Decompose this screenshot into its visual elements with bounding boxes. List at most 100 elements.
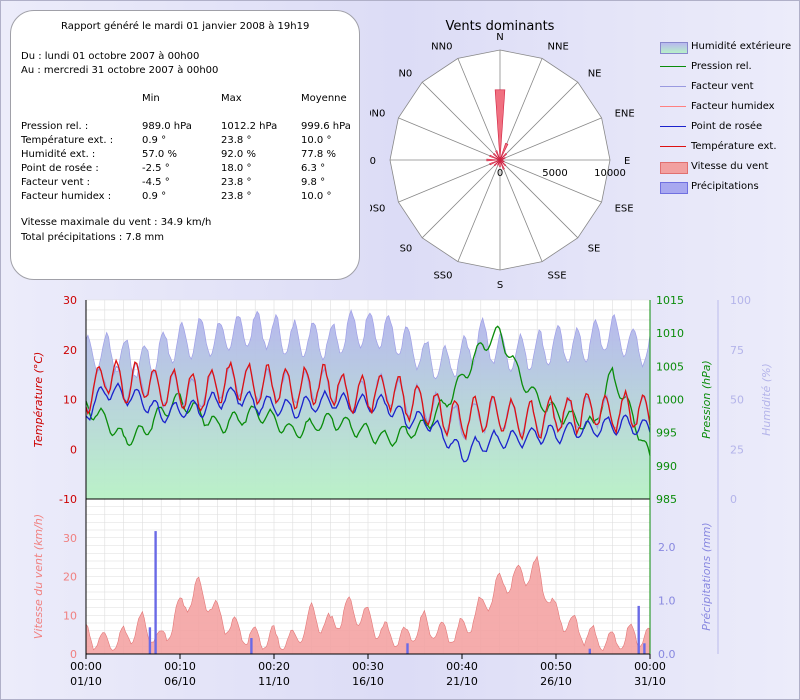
- series-vitesse-du-vent: [85, 555, 651, 655]
- rose-dir-0n0: 0N0: [370, 109, 385, 120]
- legend-label: Vitesse du vent: [691, 161, 769, 172]
- series-point-de-rosee: [85, 382, 651, 463]
- temp-tick-0: -10: [59, 493, 77, 506]
- temp-tick-3: 20: [63, 344, 77, 357]
- wind-rose-labels: N NNE NE ENE E ESE SE SSE S SS0 S0 0S0 0 0N0 N0 NN0 0 500…: [370, 32, 635, 291]
- rain-bar-4: [588, 648, 591, 654]
- rose-dir-0: 0: [370, 156, 376, 167]
- rain-bar-1: [148, 627, 152, 654]
- humidity-tick-2: 50: [730, 394, 744, 407]
- rain-bar-6: [643, 643, 646, 654]
- col-avg-header: Moyenne: [301, 93, 347, 104]
- legend-item-vitesse-du-vent: Vitesse du vent: [660, 160, 800, 174]
- rose-dir-n0: N0: [398, 68, 412, 79]
- rose-dir-se: SE: [588, 244, 601, 255]
- rose-value-ne: [499, 152, 508, 161]
- rain-bar-5: [637, 605, 640, 654]
- series-pression-rel: [85, 325, 651, 456]
- rose-value-ene: [499, 157, 506, 161]
- rose-dir-ene: ENE: [615, 109, 635, 120]
- rose-value-n: [494, 89, 506, 161]
- wind-tick-0: 0: [70, 648, 77, 661]
- report-row-1-min: 0.9 °: [142, 135, 167, 146]
- report-row-2-label: Humidité ext. :: [21, 149, 96, 160]
- pressure-tick-2: 995: [656, 427, 677, 440]
- humidity-tick-1: 25: [730, 443, 744, 456]
- legend-label: Température ext.: [691, 141, 777, 152]
- rose-dir-nne: NNE: [548, 41, 569, 52]
- rose-value-0: [486, 158, 501, 162]
- rose-dir-n: N: [496, 32, 503, 43]
- wind-rose-title: Vents dominants: [446, 19, 555, 34]
- legend-label: Pression rel.: [691, 61, 752, 72]
- legend-swatch: [660, 162, 688, 174]
- legend-swatch: [660, 106, 686, 107]
- report-row-2-avg: 77.8 %: [301, 149, 336, 160]
- rose-spoke-2: [499, 81, 579, 161]
- rose-value-s0: [493, 159, 501, 167]
- rose-value-nn0: [495, 150, 501, 161]
- rose-spoke-5: [499, 159, 602, 203]
- legend-swatch: [660, 182, 688, 194]
- report-row-3-avg: 6.3 °: [301, 163, 326, 174]
- weather-chart: -100102030985990995100010051010101502550…: [32, 294, 773, 688]
- rain-axis-title: Précipitations (mm): [700, 522, 713, 630]
- report-row-0-avg: 999.6 hPa: [301, 121, 351, 132]
- legend-label: Précipitations: [691, 181, 759, 192]
- x-tick-date-5: 26/10: [540, 675, 572, 688]
- rain-tick-1: 1.0: [658, 595, 676, 608]
- report-panel: Rapport généré le mardi 01 janvier 2008 …: [10, 10, 360, 280]
- legend-item-temperature-ext: Température ext.: [660, 140, 800, 154]
- temp-tick-2: 10: [63, 394, 77, 407]
- wind-tick-2: 20: [63, 571, 77, 584]
- rose-dir-s: S: [497, 280, 503, 291]
- pressure-tick-6: 1015: [656, 294, 684, 307]
- report-row-4-min: -4.5 °: [142, 177, 170, 188]
- rose-value-n0: [492, 152, 501, 161]
- legend-swatch: [660, 146, 686, 147]
- rose-spoke-6: [499, 159, 579, 239]
- pressure-tick-1: 990: [656, 460, 677, 473]
- humidity-tick-0: 0: [730, 493, 737, 506]
- rain-bar-2: [250, 638, 253, 654]
- report-row-4-avg: 9.8 °: [301, 177, 326, 188]
- x-tick-date-1: 06/10: [164, 675, 196, 688]
- x-tick-date-0: 01/10: [70, 675, 102, 688]
- legend-label: Facteur humidex: [691, 101, 775, 112]
- x-tick-date-4: 21/10: [446, 675, 478, 688]
- report-row-1-label: Température ext. :: [21, 135, 114, 146]
- report-row-2-min: 57.0 %: [142, 149, 177, 160]
- rose-value-ss0: [497, 159, 501, 166]
- rose-dir-nn0: NN0: [431, 41, 452, 52]
- report-row-3-max: 18.0 °: [221, 163, 252, 174]
- wind-tick-3: 30: [63, 532, 77, 545]
- rose-spoke-13: [398, 117, 501, 161]
- rose-value-sse: [499, 159, 505, 170]
- temp-tick-4: 30: [63, 294, 77, 307]
- x-tick-time-4: 00:40: [446, 660, 478, 673]
- report-row-0-min: 989.0 hPa: [142, 121, 192, 132]
- rose-dir-ne: NE: [588, 68, 602, 79]
- legend-item-pression-rel: Pression rel.: [660, 60, 800, 74]
- wind-tick-1: 10: [63, 609, 77, 622]
- rose-value-nne: [499, 142, 509, 161]
- humidity-tick-4: 100: [730, 294, 751, 307]
- legend-item-precipitations: Précipitations: [660, 180, 800, 194]
- legend-item-facteur-humidex: Facteur humidex: [660, 100, 800, 114]
- x-tick-date-3: 16/10: [352, 675, 384, 688]
- x-tick-time-2: 00:20: [258, 660, 290, 673]
- legend-swatch: [660, 42, 688, 54]
- report-row-0-max: 1012.2 hPa: [221, 121, 278, 132]
- legend-item-humidite-exterieure: Humidité extérieure: [660, 40, 800, 54]
- legend-label: Facteur vent: [691, 81, 754, 92]
- report-to: Au : mercredi 31 octobre 2007 à 00h00: [21, 65, 219, 76]
- report-row-0-label: Pression rel. :: [21, 121, 89, 132]
- legend-item-facteur-vent: Facteur vent: [660, 80, 800, 94]
- rose-tick-0: 0: [497, 168, 503, 179]
- report-row-4-label: Facteur vent :: [21, 177, 91, 188]
- report-row-5-label: Facteur humidex :: [21, 191, 112, 202]
- rose-tick-2: 10000: [594, 168, 626, 179]
- rose-dir-sse: SSE: [548, 271, 567, 282]
- legend-label: Humidité extérieure: [691, 41, 792, 52]
- col-max-header: Max: [221, 93, 242, 104]
